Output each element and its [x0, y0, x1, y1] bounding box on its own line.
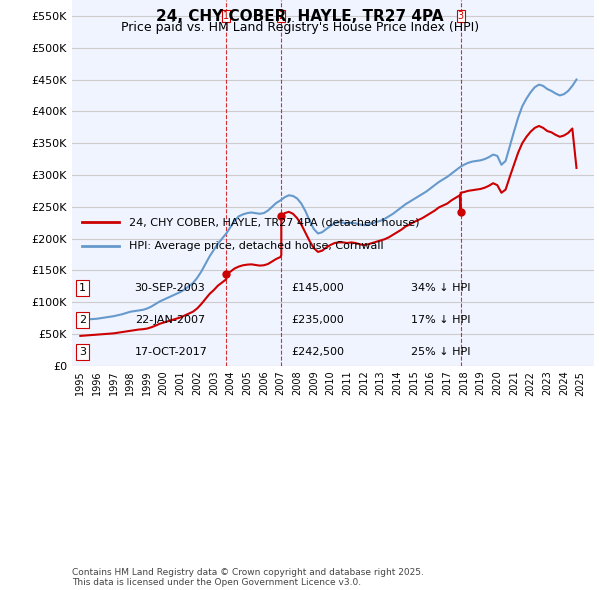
- Text: Contains HM Land Registry data © Crown copyright and database right 2025.
This d: Contains HM Land Registry data © Crown c…: [72, 568, 424, 587]
- Text: 2: 2: [79, 315, 86, 325]
- Text: 17-OCT-2017: 17-OCT-2017: [134, 347, 208, 357]
- Text: 17% ↓ HPI: 17% ↓ HPI: [412, 315, 471, 325]
- Text: 2: 2: [278, 11, 284, 21]
- Text: 1: 1: [79, 283, 86, 293]
- Text: 34% ↓ HPI: 34% ↓ HPI: [412, 283, 471, 293]
- Text: 22-JAN-2007: 22-JAN-2007: [134, 315, 205, 325]
- Text: 25% ↓ HPI: 25% ↓ HPI: [412, 347, 471, 357]
- Text: 1: 1: [223, 11, 229, 21]
- Text: £242,500: £242,500: [291, 347, 344, 357]
- Text: 24, CHY COBER, HAYLE, TR27 4PA (detached house): 24, CHY COBER, HAYLE, TR27 4PA (detached…: [130, 218, 420, 227]
- Text: £145,000: £145,000: [291, 283, 344, 293]
- Text: HPI: Average price, detached house, Cornwall: HPI: Average price, detached house, Corn…: [130, 241, 384, 251]
- Text: 3: 3: [79, 347, 86, 357]
- Text: £235,000: £235,000: [291, 315, 344, 325]
- Text: Price paid vs. HM Land Registry's House Price Index (HPI): Price paid vs. HM Land Registry's House …: [121, 21, 479, 34]
- Text: 3: 3: [458, 11, 464, 21]
- Text: 30-SEP-2003: 30-SEP-2003: [134, 283, 205, 293]
- Text: 24, CHY COBER, HAYLE, TR27 4PA: 24, CHY COBER, HAYLE, TR27 4PA: [156, 9, 444, 24]
